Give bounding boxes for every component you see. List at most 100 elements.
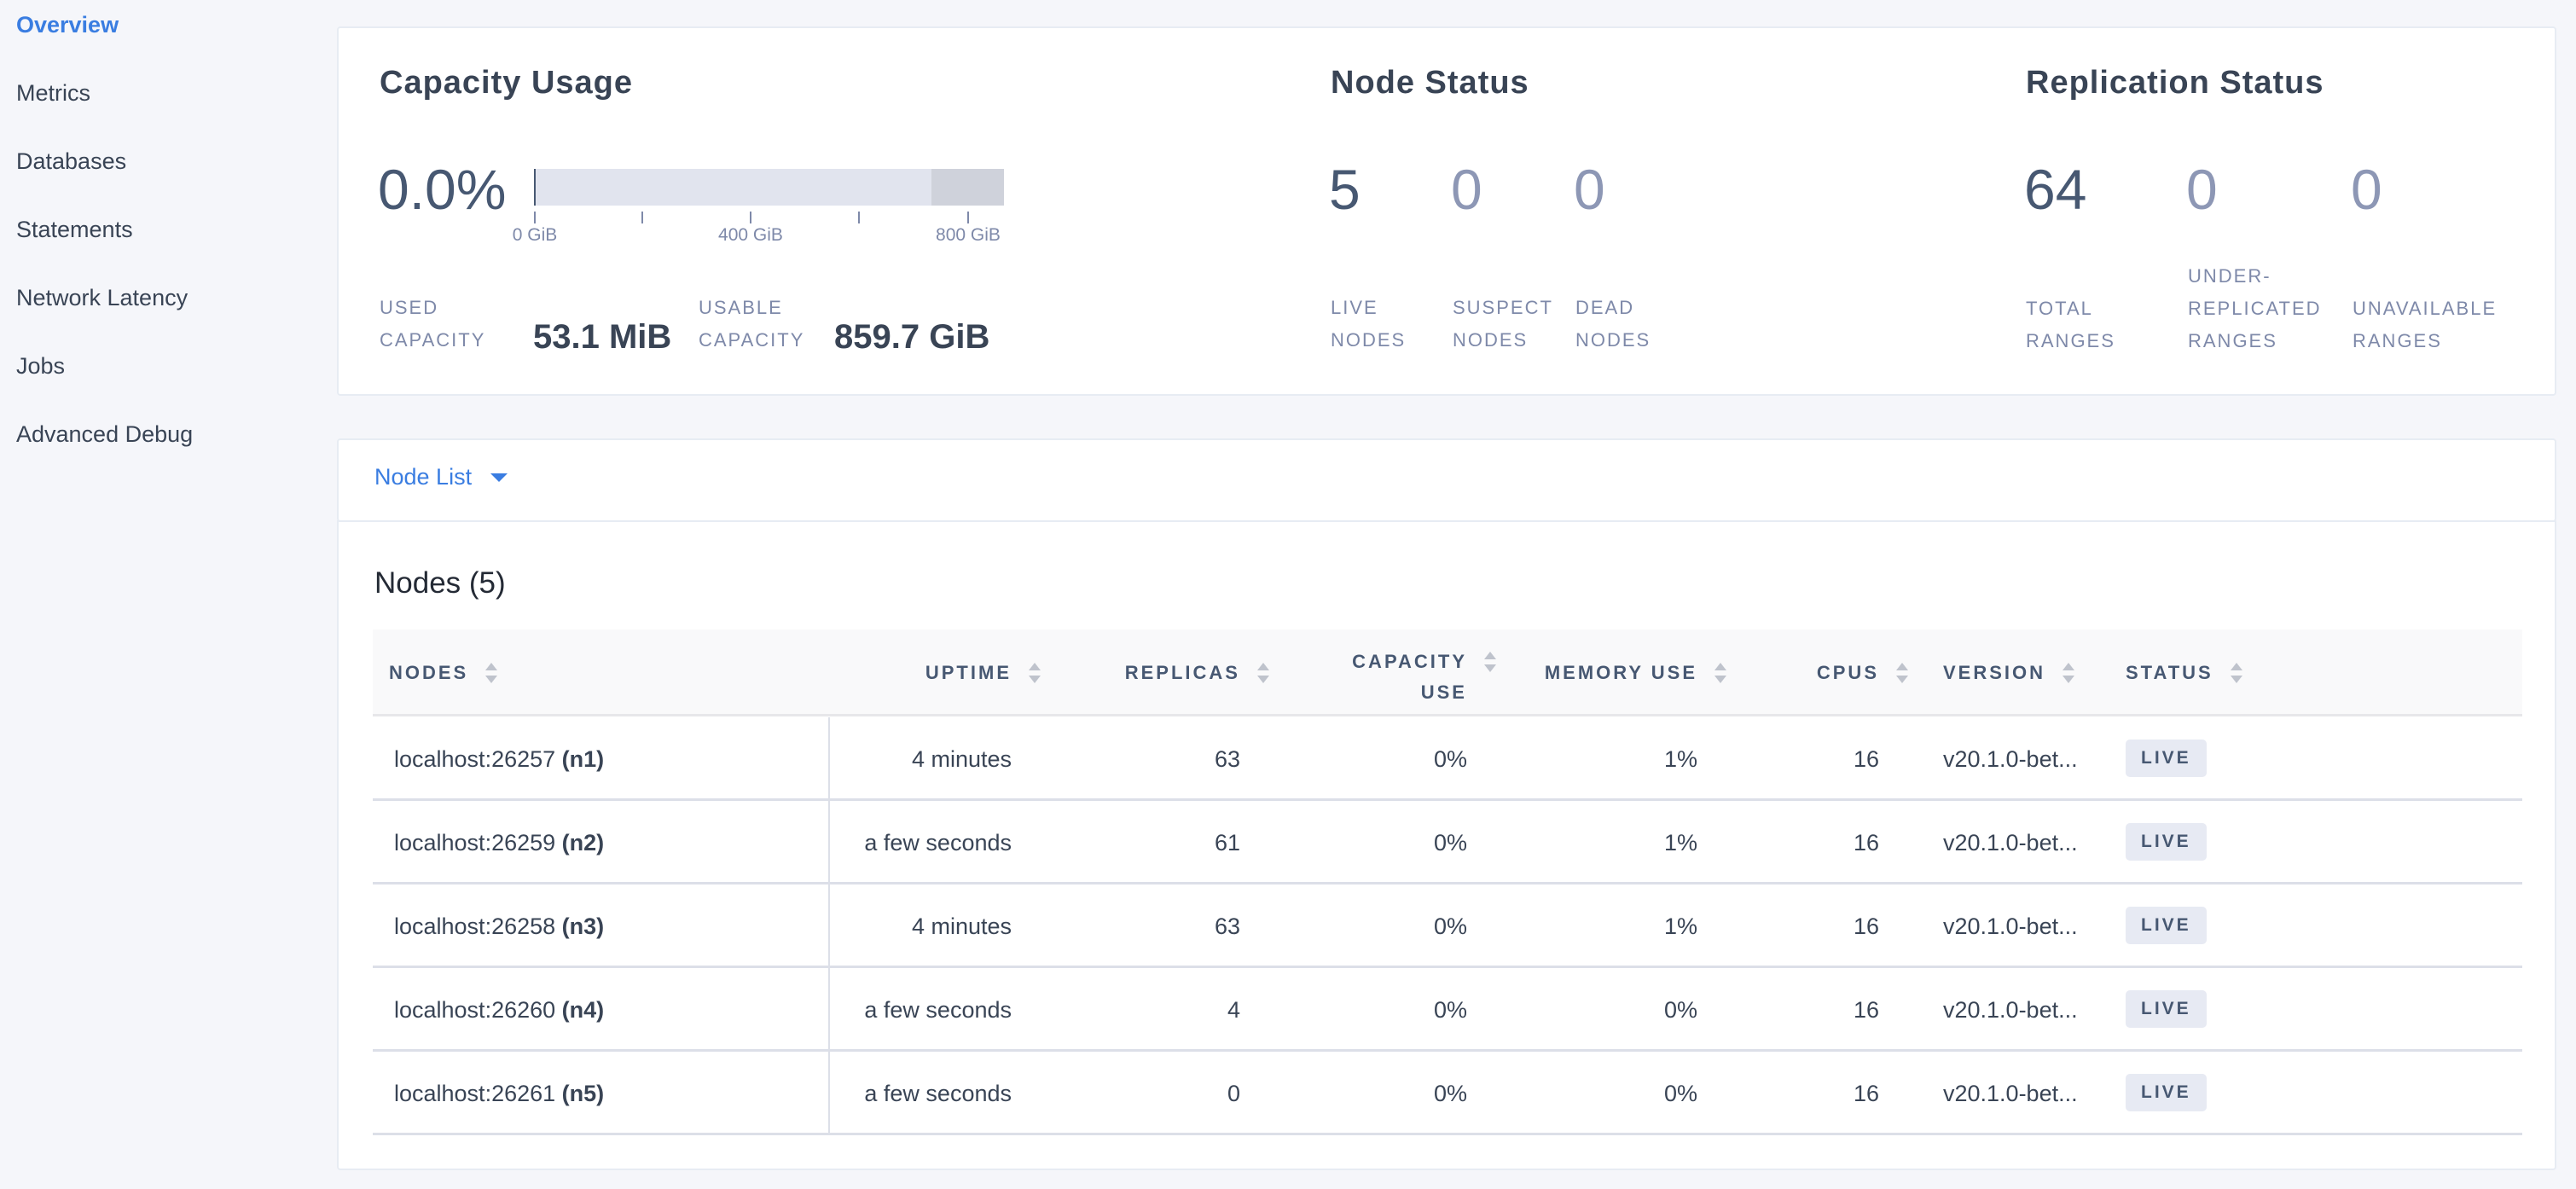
label-line: NODES xyxy=(1453,329,1529,351)
sidebar-item-advanced-debug[interactable]: Advanced Debug xyxy=(16,421,194,447)
usable-capacity-label: USABLE CAPACITY xyxy=(699,292,804,357)
sort-icon xyxy=(1029,663,1041,683)
node-id: (n4) xyxy=(561,997,605,1023)
node-address-text: localhost:26258 xyxy=(394,914,556,939)
node-uptime: a few seconds xyxy=(864,997,1012,1023)
unavailable-ranges-label: UNAVAILABLE RANGES xyxy=(2353,260,2497,357)
label-line: UNAVAILABLE xyxy=(2353,298,2498,319)
node-memory-use: 1% xyxy=(1663,746,1697,772)
status-badge: LIVE xyxy=(2126,1074,2207,1111)
node-address[interactable]: localhost:26261 (n5) xyxy=(394,1052,604,1135)
label-line: DEAD xyxy=(1575,297,1635,318)
sidebar-item-overview[interactable]: Overview xyxy=(16,12,119,38)
node-capacity-use: 0% xyxy=(1433,1081,1467,1106)
sort-icon xyxy=(1257,663,1269,683)
node-cpus: 16 xyxy=(1853,830,1879,856)
sort-icon xyxy=(2230,663,2242,683)
node-address-text: localhost:26261 xyxy=(394,1081,556,1106)
sidebar-item-databases[interactable]: Databases xyxy=(16,148,127,174)
node-replicas: 63 xyxy=(1214,746,1240,772)
node-replicas: 63 xyxy=(1214,914,1240,939)
node-replicas: 61 xyxy=(1214,830,1240,856)
node-list-dropdown-label: Node List xyxy=(374,464,473,490)
sort-icon xyxy=(1484,652,1496,672)
column-header-label: REPLICAS xyxy=(1124,662,1240,683)
node-version: v20.1.0-bet... xyxy=(1943,746,2078,772)
node-id: (n1) xyxy=(561,746,605,772)
node-status-title: Node Status xyxy=(1331,65,1529,101)
node-address[interactable]: localhost:26257 (n1) xyxy=(394,717,604,801)
node-cpus: 16 xyxy=(1853,997,1879,1023)
under-replicated-ranges-count: 0 xyxy=(2186,158,2218,221)
used-capacity-label: USED CAPACITY xyxy=(380,292,485,357)
capacity-tick-label: 400 GiB xyxy=(718,225,783,245)
live-nodes-count: 5 xyxy=(1329,158,1361,221)
node-replicas: 4 xyxy=(1227,997,1240,1023)
capacity-tick-label: 0 GiB xyxy=(512,225,558,245)
caret-down-icon xyxy=(490,473,508,482)
node-list-dropdown[interactable]: Node List xyxy=(374,464,508,490)
label-line: RANGES xyxy=(2188,330,2277,351)
label-line: REPLICATED xyxy=(2188,298,2322,319)
sidebar-item-jobs[interactable]: Jobs xyxy=(16,353,66,379)
node-list-header-card xyxy=(337,438,2556,522)
capacity-usage-title: Capacity Usage xyxy=(380,65,634,101)
status-badge: LIVE xyxy=(2126,907,2207,944)
capacity-percent: 0.0% xyxy=(378,158,507,221)
node-capacity-use: 0% xyxy=(1433,997,1467,1023)
capacity-bar-used xyxy=(534,169,536,206)
node-address-text: localhost:26259 xyxy=(394,830,556,856)
table-row: localhost:26258 (n3) 4 minutes 63 0% 1% 16 v20… xyxy=(373,884,2522,968)
node-id: (n3) xyxy=(561,914,605,939)
node-cpus: 16 xyxy=(1853,914,1879,939)
sort-icon xyxy=(485,663,498,683)
live-nodes-label: LIVE NODES xyxy=(1331,292,1406,357)
node-uptime: 4 minutes xyxy=(911,746,1012,772)
node-memory-use: 1% xyxy=(1663,914,1697,939)
node-address-text: localhost:26260 xyxy=(394,997,556,1023)
label-line: NODES xyxy=(1331,329,1407,351)
table-header: NODES UPTIME REPLICAS CAPACITY USE MEMORY… xyxy=(373,629,2522,716)
column-header-nodes[interactable]: NODES xyxy=(389,662,498,684)
capacity-tick xyxy=(858,212,860,223)
column-header-cpus[interactable]: CPUS xyxy=(1816,662,1908,684)
column-header-label: CPUS xyxy=(1816,662,1879,683)
node-address[interactable]: localhost:26259 (n2) xyxy=(394,801,604,884)
table-row: localhost:26260 (n4) a few seconds 4 0% 0% 16… xyxy=(373,968,2522,1052)
suspect-nodes-label: SUSPECT NODES xyxy=(1453,292,1553,357)
node-version: v20.1.0-bet... xyxy=(1943,1081,2078,1106)
status-badge: LIVE xyxy=(2126,740,2207,777)
node-memory-use: 0% xyxy=(1663,997,1697,1023)
usable-capacity-label-line: USABLE xyxy=(699,297,783,318)
status-badge: LIVE xyxy=(2126,990,2207,1028)
capacity-bar-reserved xyxy=(931,169,1004,206)
table-row: localhost:26261 (n5) a few seconds 0 0% 0% 16… xyxy=(373,1052,2522,1135)
sort-icon xyxy=(1896,663,1908,683)
column-header-memory-use[interactable]: MEMORY USE xyxy=(1545,662,1726,684)
node-address[interactable]: localhost:26258 (n3) xyxy=(394,884,604,968)
label-line: LIVE xyxy=(1331,297,1378,318)
label-line: TOTAL xyxy=(2026,298,2093,319)
suspect-nodes-count: 0 xyxy=(1451,158,1482,221)
node-cpus: 16 xyxy=(1853,1081,1879,1106)
total-ranges-count: 64 xyxy=(2024,158,2087,221)
capacity-tick xyxy=(967,212,969,223)
sidebar-item-statements[interactable]: Statements xyxy=(16,217,133,242)
sidebar-item-metrics[interactable]: Metrics xyxy=(16,80,90,106)
node-version: v20.1.0-bet... xyxy=(1943,830,2078,856)
label-line: RANGES xyxy=(2026,330,2115,351)
column-header-uptime[interactable]: UPTIME xyxy=(925,662,1041,684)
usable-capacity-label-line: CAPACITY xyxy=(699,329,805,351)
node-uptime: a few seconds xyxy=(864,1081,1012,1106)
label-line xyxy=(2353,260,2497,293)
node-address[interactable]: localhost:26260 (n4) xyxy=(394,968,604,1052)
column-header-status[interactable]: STATUS xyxy=(2126,662,2242,684)
column-header-capacity-use[interactable]: CAPACITY USE xyxy=(1352,647,1496,708)
column-header-replicas[interactable]: REPLICAS xyxy=(1124,662,1269,684)
table-row: localhost:26257 (n1) 4 minutes 63 0% 1% 16 v20… xyxy=(373,717,2522,801)
column-header-version[interactable]: VERSION xyxy=(1943,662,2075,684)
node-id: (n2) xyxy=(561,830,605,856)
node-replicas: 0 xyxy=(1227,1081,1240,1106)
sidebar-item-network-latency[interactable]: Network Latency xyxy=(16,285,189,310)
node-address-text: localhost:26257 xyxy=(394,746,556,772)
